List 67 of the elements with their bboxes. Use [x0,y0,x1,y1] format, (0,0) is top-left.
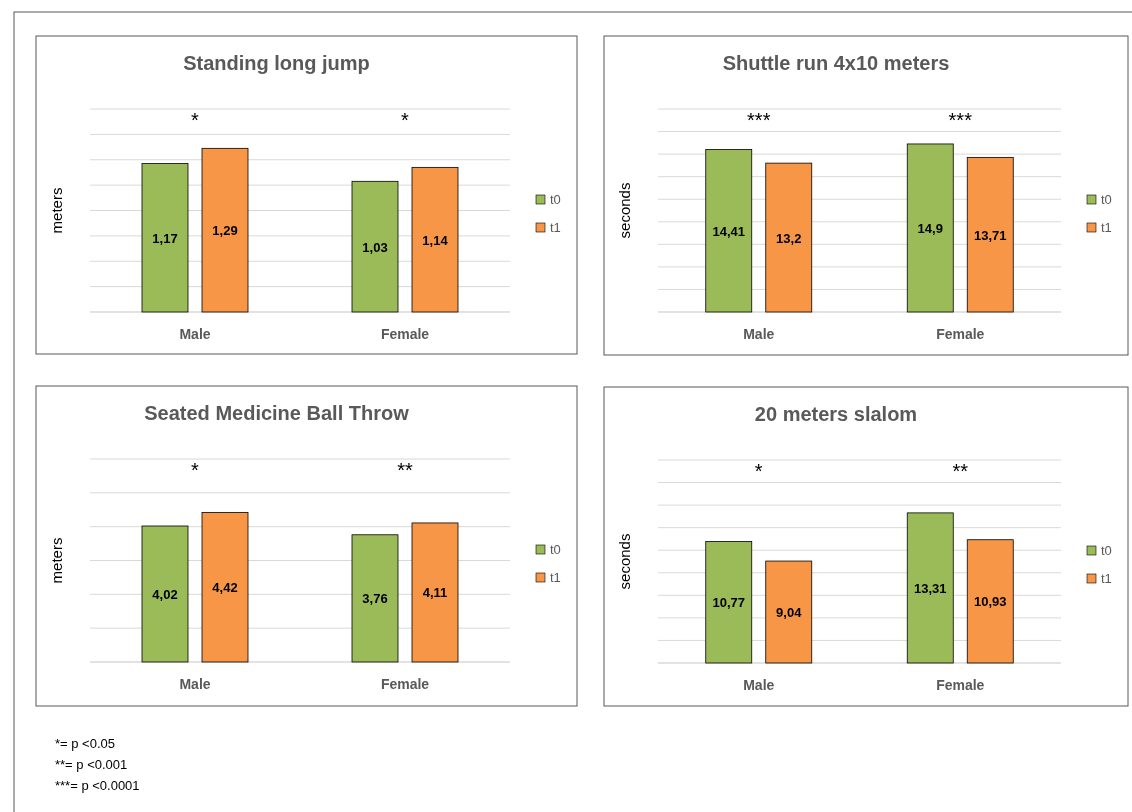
x-tick-label: Female [936,326,985,342]
annotation: * [191,109,200,131]
y-axis-title: seconds [616,182,633,239]
bar [705,149,753,313]
data-label: 10,93 [973,594,1007,610]
data-label: 4,11 [422,585,448,601]
data-label: 10,77 [712,595,746,611]
x-tick-label: Female [380,326,430,342]
bar [966,539,1014,664]
bar [411,166,459,313]
text: ***= p <0.0001 [55,778,140,793]
text: *= p <0.05 [55,736,115,751]
data-label: 4,42 [212,580,238,596]
y-axis-title: meters [48,537,65,584]
x-tick-label: Male [743,677,775,693]
bar [351,534,399,663]
chart-title: Shuttle run 4x10 meters [722,52,950,74]
legend-label: t1 [1101,571,1112,586]
x-tick-label: Female [936,677,985,693]
bar [906,143,954,313]
bar [765,162,813,313]
y-axis-title: meters [48,187,65,234]
x-tick-label: Female [380,676,430,692]
x-tick-label: Male [743,326,775,342]
annotation: * [191,459,200,481]
bar [141,525,189,663]
bar [141,163,189,313]
data-label: 1,03 [362,239,388,255]
data-label: 1,29 [212,223,238,239]
chart-title: Seated Medicine Ball Throw [144,402,410,424]
legend-label: t0 [550,192,561,207]
x-tick-label: Male [179,326,211,342]
bar [765,560,813,664]
text: **= p <0.001 [55,757,128,772]
annotation: *** [747,109,771,131]
annotation: * [754,460,763,482]
bar [351,180,399,313]
bar [906,512,954,664]
data-label: 9,04 [776,605,803,621]
data-label: 13,71 [973,227,1007,243]
x-tick-label: Male [179,676,211,692]
bar [705,541,753,664]
legend-label: t0 [1101,543,1112,558]
annotation: *** [948,109,973,131]
legend-label: t1 [1101,220,1112,235]
bar [411,522,459,663]
data-label: 4,02 [152,586,178,602]
bar [201,512,249,663]
data-label: 13,31 [913,580,947,596]
data-label: 13,2 [776,230,802,246]
data-label: 1,14 [422,232,449,248]
y-axis-title: seconds [616,533,633,590]
chart-title: 20 meters slalom [754,403,918,425]
bar [201,147,249,313]
legend-label: t0 [1101,192,1112,207]
chart-title: Standing long jump [183,52,370,74]
annotation: ** [397,459,413,481]
data-label: 14,41 [712,223,746,239]
annotation: * [401,109,410,131]
annotation: ** [952,460,969,482]
data-label: 1,17 [152,230,178,246]
legend-label: t1 [550,570,561,585]
data-label: 14,9 [917,220,943,236]
data-label: 3,76 [362,591,388,607]
legend-label: t1 [550,220,561,235]
bar [966,156,1014,313]
legend-label: t0 [550,542,561,557]
